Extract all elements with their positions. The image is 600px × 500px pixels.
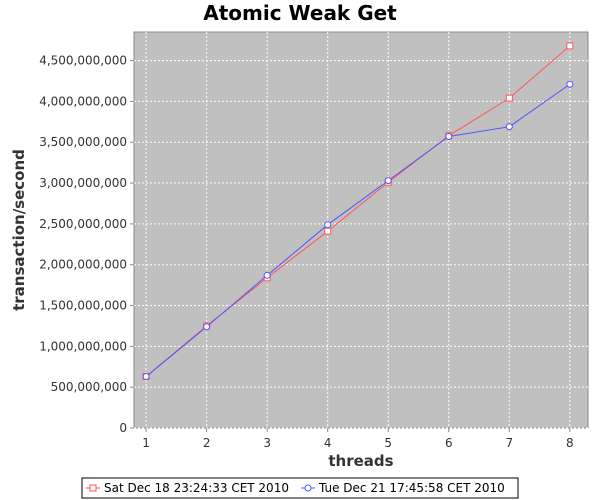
legend-label-series-2: Tue Dec 21 17:45:58 CET 2010: [318, 481, 505, 495]
x-tick-label: 6: [445, 436, 453, 450]
x-tick-label: 4: [324, 436, 332, 450]
y-tick-label: 3,500,000,000: [39, 135, 127, 149]
y-tick-label: 2,000,000,000: [39, 258, 127, 272]
legend-marker-series-2: [304, 484, 312, 492]
y-tick-label: 2,500,000,000: [39, 217, 127, 231]
data-point: [566, 80, 574, 88]
series-line-2: [145, 83, 571, 377]
plot-area: 0 500,000,000 1,000,000,000 1,500,000,000 2,…: [39, 31, 589, 450]
data-point: [505, 123, 513, 131]
data-point: [384, 177, 392, 185]
y-axis-title: transaction/second: [10, 149, 28, 311]
x-tick-label: 3: [263, 436, 271, 450]
y-tick-label: 0: [119, 421, 127, 435]
x-tick-label: 8: [566, 436, 574, 450]
data-point: [324, 227, 332, 235]
legend-item: Tue Dec 21 17:45:58 CET 2010: [301, 481, 505, 495]
legend-marker-series-1: [89, 484, 97, 492]
data-point: [142, 373, 150, 381]
data-point: [263, 271, 271, 279]
y-tick-label: 1,500,000,000: [39, 299, 127, 313]
x-tick-label: 1: [142, 436, 150, 450]
legend-label-series-1: Sat Dec 18 23:24:33 CET 2010: [104, 481, 289, 495]
data-point: [566, 42, 574, 50]
data-point: [203, 323, 211, 331]
y-tick-label: 3,000,000,000: [39, 176, 127, 190]
legend: Sat Dec 18 23:24:33 CET 2010 Tue Dec 21 …: [81, 477, 519, 499]
x-axis: 1 2 3 4 5 6 7 8: [142, 428, 574, 450]
data-point: [505, 94, 513, 102]
y-tick-label: 4,500,000,000: [39, 54, 127, 68]
y-tick-label: 1,000,000,000: [39, 339, 127, 353]
x-tick-label: 7: [505, 436, 513, 450]
series-group: [142, 42, 574, 381]
legend-item: Sat Dec 18 23:24:33 CET 2010: [86, 481, 289, 495]
series-2: [142, 80, 574, 381]
y-axis: 0 500,000,000 1,000,000,000 1,500,000,000 2,…: [39, 54, 134, 435]
data-point: [445, 133, 453, 141]
y-tick-label: 500,000,000: [51, 380, 127, 394]
legend-box: [81, 477, 519, 499]
x-tick-label: 5: [384, 436, 392, 450]
x-tick-label: 2: [203, 436, 211, 450]
chart-title: Atomic Weak Get: [203, 1, 397, 25]
data-point: [324, 221, 332, 229]
y-tick-label: 4,000,000,000: [39, 94, 127, 108]
plot-background: [133, 31, 589, 429]
x-axis-title: threads: [328, 452, 393, 470]
